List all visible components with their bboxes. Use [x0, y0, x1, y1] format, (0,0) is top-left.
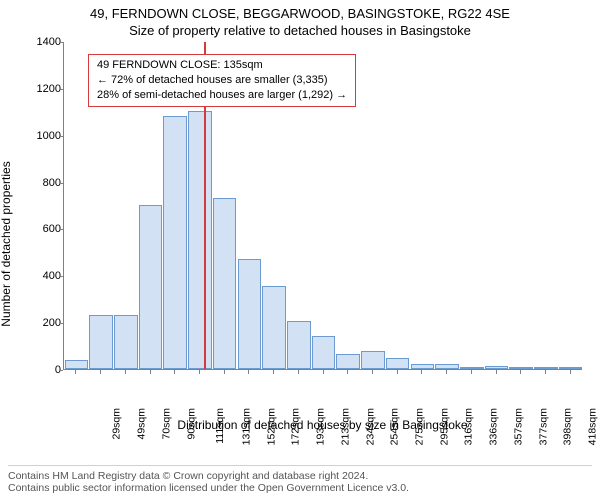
x-tick-mark: [421, 370, 422, 374]
annotation-line2: ← 72% of detached houses are smaller (3,…: [97, 73, 347, 88]
x-tick-mark: [372, 370, 373, 374]
x-tick-mark: [471, 370, 472, 374]
annotation-line3: 28% of semi-detached houses are larger (…: [97, 88, 347, 103]
histogram-bar: [386, 358, 409, 369]
x-tick-mark: [496, 370, 497, 374]
x-tick-mark: [100, 370, 101, 374]
x-tick-label: 418sqm: [586, 408, 598, 445]
x-tick-mark: [520, 370, 521, 374]
x-tick-mark: [446, 370, 447, 374]
x-tick-mark: [347, 370, 348, 374]
address-title: 49, FERNDOWN CLOSE, BEGGARWOOD, BASINGST…: [0, 0, 600, 21]
histogram-bar: [460, 367, 483, 369]
y-tick-label: 600: [33, 223, 61, 235]
x-tick-mark: [199, 370, 200, 374]
histogram-bar: [336, 354, 359, 369]
histogram-bar: [238, 259, 261, 369]
histogram-bar: [411, 364, 434, 369]
histogram-bar: [213, 198, 236, 369]
annotation-box: 49 FERNDOWN CLOSE: 135sqm ← 72% of detac…: [88, 54, 356, 107]
y-tick-label: 1400: [33, 36, 61, 48]
histogram-bar: [188, 111, 211, 369]
y-tick-label: 800: [33, 177, 61, 189]
histogram-bar: [89, 315, 112, 369]
chart-subtitle: Size of property relative to detached ho…: [0, 21, 600, 38]
histogram-bar: [262, 286, 285, 369]
x-tick-mark: [570, 370, 571, 374]
x-axis-label: Distribution of detached houses by size …: [63, 418, 582, 432]
y-tick-label: 1000: [33, 130, 61, 142]
x-tick-mark: [323, 370, 324, 374]
y-tick-label: 0: [33, 364, 61, 376]
annotation-line1: 49 FERNDOWN CLOSE: 135sqm: [97, 58, 347, 73]
x-tick-mark: [75, 370, 76, 374]
histogram-bar: [139, 205, 162, 369]
footer: Contains HM Land Registry data © Crown c…: [0, 461, 600, 500]
histogram-bar: [65, 360, 88, 369]
x-tick-mark: [174, 370, 175, 374]
x-tick-mark: [248, 370, 249, 374]
y-axis-label: Number of detached properties: [0, 161, 13, 326]
x-tick-mark: [125, 370, 126, 374]
histogram-bar: [287, 321, 310, 369]
y-tick-label: 200: [33, 317, 61, 329]
x-tick-mark: [224, 370, 225, 374]
y-tick-mark: [59, 370, 63, 371]
histogram-bar: [114, 315, 137, 369]
y-tick-label: 1200: [33, 83, 61, 95]
footer-line2: Contains public sector information licen…: [8, 482, 592, 494]
histogram-bar: [509, 367, 532, 369]
plot-area: 49 FERNDOWN CLOSE: 135sqm ← 72% of detac…: [63, 42, 582, 370]
x-tick-mark: [150, 370, 151, 374]
histogram-bar: [361, 351, 384, 369]
chart-container: Number of detached properties 0200400600…: [8, 42, 592, 432]
histogram-bar: [435, 364, 458, 369]
x-tick-mark: [298, 370, 299, 374]
x-tick-mark: [397, 370, 398, 374]
x-tick-mark: [273, 370, 274, 374]
footer-line1: Contains HM Land Registry data © Crown c…: [8, 470, 592, 482]
histogram-bar: [312, 336, 335, 369]
histogram-bar: [485, 366, 508, 369]
x-tick-mark: [545, 370, 546, 374]
histogram-bar: [559, 367, 582, 369]
histogram-bar: [534, 367, 557, 369]
histogram-bar: [163, 116, 186, 369]
y-tick-label: 400: [33, 270, 61, 282]
